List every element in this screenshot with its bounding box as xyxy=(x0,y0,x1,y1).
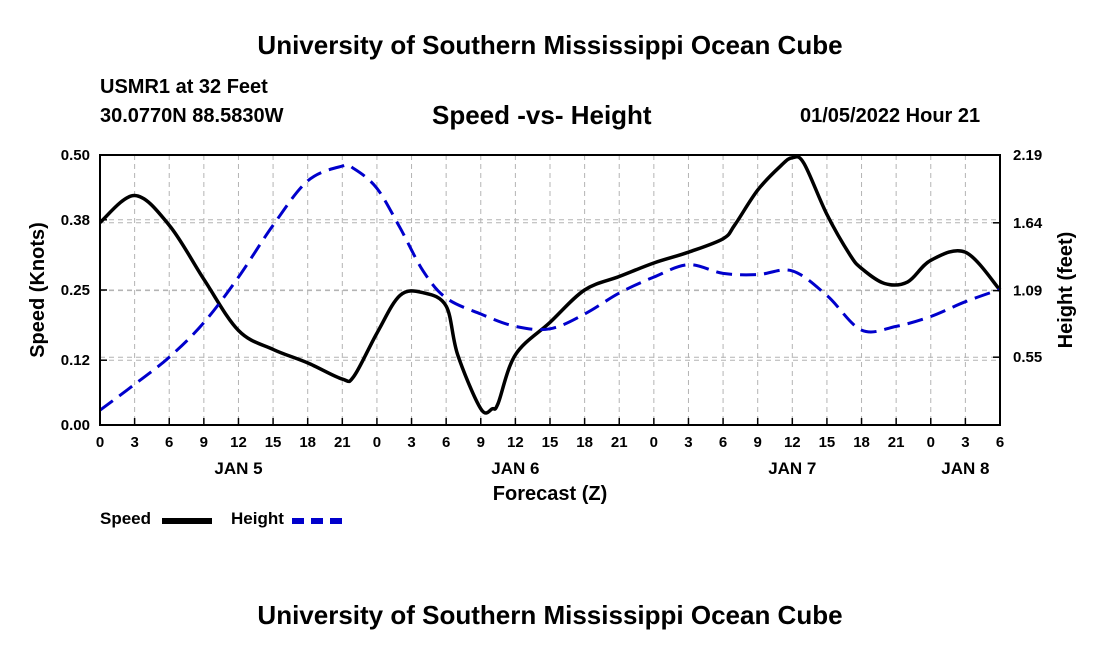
x-tick-label: 3 xyxy=(961,434,969,451)
y-tick-label: 0.25 xyxy=(61,282,90,299)
x-tick-label: 6 xyxy=(996,434,1004,451)
coordinates-label: 30.0770N 88.5830W xyxy=(100,105,284,127)
x-tick-label: 0 xyxy=(96,434,104,451)
y-axis-label: Speed (Knots) xyxy=(27,222,49,358)
legend-height-label: Height xyxy=(231,509,284,528)
legend-speed-label: Speed xyxy=(100,509,152,528)
axes: 0 3 6 9 12 15 18 21 0 3 6 9 12 15 18 21 0 3 6 9 12 15 18 21 0 3 6J… xyxy=(61,147,1043,478)
main-title: University of Southern Mississippi Ocean… xyxy=(257,30,843,60)
station-label: USMR1 at 32 Feet xyxy=(100,76,268,98)
x-tick-label: 0 xyxy=(927,434,935,451)
day-label: JAN 5 xyxy=(214,459,262,478)
y-tick-label: 0.50 xyxy=(61,147,90,164)
y2-tick-label: 2.19 xyxy=(1013,147,1042,164)
x-tick-label: 12 xyxy=(507,434,524,451)
day-label: JAN 8 xyxy=(941,459,989,478)
y2-tick-label: 1.09 xyxy=(1013,283,1042,300)
day-label: JAN 7 xyxy=(768,459,816,478)
y-tick-label: 0.12 xyxy=(61,352,90,369)
footer-title: University of Southern Mississippi Ocean… xyxy=(257,600,843,630)
legend-speed-swatch xyxy=(162,518,212,524)
legend-height-swatch xyxy=(292,518,342,524)
chart-title: Speed -vs- Height xyxy=(432,100,652,130)
x-tick-label: 6 xyxy=(442,434,450,451)
x-tick-label: 6 xyxy=(165,434,173,451)
x-tick-label: 18 xyxy=(299,434,316,451)
x-tick-label: 21 xyxy=(888,434,905,451)
x-tick-label: 15 xyxy=(819,434,836,451)
x-tick-label: 21 xyxy=(334,434,351,451)
x-tick-label: 12 xyxy=(784,434,801,451)
x-tick-label: 18 xyxy=(576,434,593,451)
x-tick-label: 0 xyxy=(373,434,381,451)
series-layer xyxy=(98,154,1002,415)
y-tick-label: 0.00 xyxy=(61,417,90,434)
y2-tick-label: 0.55 xyxy=(1013,349,1042,366)
x-axis-label: Forecast (Z) xyxy=(493,483,607,505)
x-tick-label: 15 xyxy=(265,434,282,451)
y2-axis-label: Height (feet) xyxy=(1055,232,1077,349)
x-tick-label: 18 xyxy=(853,434,870,451)
x-tick-label: 21 xyxy=(611,434,628,451)
x-tick-label: 9 xyxy=(477,434,485,451)
x-tick-label: 3 xyxy=(407,434,415,451)
day-label: JAN 6 xyxy=(491,459,539,478)
x-tick-label: 3 xyxy=(684,434,692,451)
y-tick-label: 0.38 xyxy=(61,212,90,229)
forecast-datetime: 01/05/2022 Hour 21 xyxy=(800,105,981,127)
x-tick-label: 0 xyxy=(650,434,658,451)
x-tick-label: 3 xyxy=(130,434,138,451)
grid xyxy=(100,155,1000,425)
height-series-line xyxy=(99,163,1001,412)
x-tick-label: 12 xyxy=(230,434,247,451)
y2-tick-label: 1.64 xyxy=(1013,215,1043,232)
x-tick-label: 15 xyxy=(542,434,559,451)
x-tick-label: 9 xyxy=(754,434,762,451)
x-tick-label: 6 xyxy=(719,434,727,451)
speed-series-line xyxy=(98,154,1002,415)
x-tick-label: 9 xyxy=(200,434,208,451)
